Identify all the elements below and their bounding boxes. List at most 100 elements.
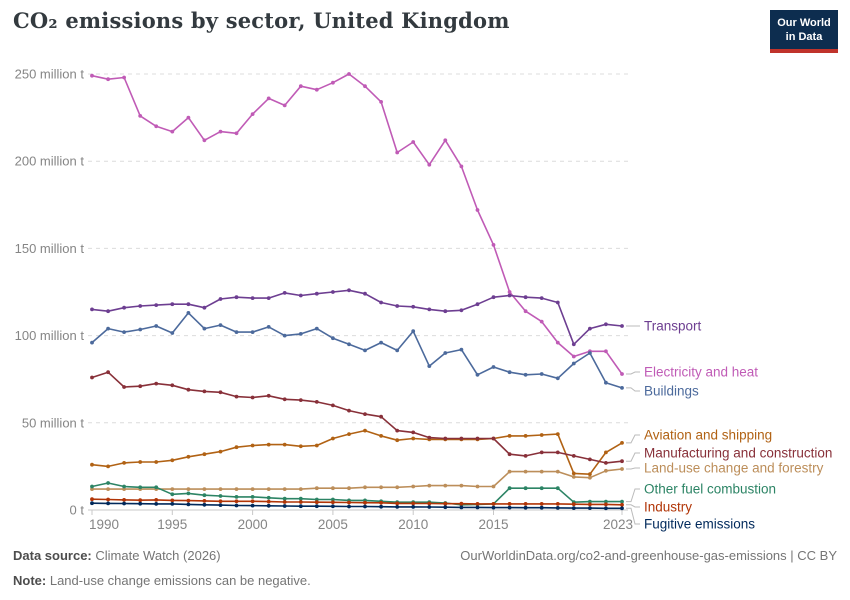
series-point-fugitive-emissions-2020 <box>571 506 576 510</box>
series-point-land-use-change-and-forestry-2013 <box>459 483 464 488</box>
series-point-fugitive-emissions-2003 <box>298 504 303 509</box>
series-point-transport-1991 <box>106 309 110 314</box>
legend: Electricity and heat Transport Buildings Av… <box>626 319 832 532</box>
series-point-land-use-change-and-forestry-2012 <box>443 483 448 488</box>
series-point-other-fuel-combustion-1999 <box>234 495 239 499</box>
series-line-transport[interactable] <box>91 289 623 346</box>
series-point-electricity-and-heat-1998 <box>218 129 223 134</box>
series-line-electricity-and-heat[interactable] <box>91 73 623 375</box>
series-point-manufacturing-and-construction-2010 <box>411 430 416 435</box>
series-point-manufacturing-and-construction-1990 <box>90 375 94 380</box>
series-point-fugitive-emissions-2013 <box>459 505 464 510</box>
series-point-transport-2017 <box>523 295 528 300</box>
series-point-industry-2002 <box>282 500 287 504</box>
series-point-electricity-and-heat-1992 <box>122 75 126 80</box>
series-point-electricity-and-heat-2023 <box>620 372 624 376</box>
legend-label-fugitive-emissions[interactable]: Fugitive emissions <box>644 517 755 532</box>
footer-url[interactable]: OurWorldinData.org/co2-and-greenhouse-ga… <box>460 548 837 563</box>
series-point-industry-1992 <box>122 498 126 502</box>
series-point-electricity-and-heat-1991 <box>106 77 110 82</box>
chart-title: CO₂ emissions by sector, United Kingdom <box>13 8 510 33</box>
series-line-other-fuel-combustion[interactable] <box>91 482 622 506</box>
series-point-aviation-and-shipping-2004 <box>314 443 319 448</box>
x-tick-label-2005: 2005 <box>318 517 348 532</box>
legend-label-transport[interactable]: Transport <box>644 319 702 334</box>
series-point-industry-1995 <box>170 498 175 503</box>
series-line-aviation-and-shipping[interactable] <box>91 429 623 475</box>
legend-label-aviation-and-shipping[interactable]: Aviation and shipping <box>644 428 772 443</box>
series-point-electricity-and-heat-2014 <box>475 208 480 212</box>
series-point-industry-2020 <box>571 502 576 507</box>
series-point-land-use-change-and-forestry-2006 <box>347 486 351 491</box>
series-point-transport-2008 <box>379 300 383 305</box>
data-source-label: Data source: <box>13 548 92 563</box>
series-point-aviation-and-shipping-1991 <box>106 464 110 469</box>
series-line-manufacturing-and-construction[interactable] <box>91 371 623 464</box>
series-point-industry-2017 <box>523 502 528 506</box>
legend-connector-fugitive-emissions <box>626 507 640 525</box>
series-point-fugitive-emissions-2021 <box>588 506 592 510</box>
series-line-land-use-change-and-forestry[interactable] <box>92 468 623 490</box>
series-point-land-use-change-and-forestry-2017 <box>523 469 528 474</box>
series-point-fugitive-emissions-2002 <box>282 504 287 508</box>
series-point-other-fuel-combustion-2003 <box>298 496 303 501</box>
series-point-electricity-and-heat-1996 <box>186 115 191 120</box>
series-point-land-use-change-and-forestry-1990 <box>90 487 94 491</box>
series-point-land-use-change-and-forestry-2009 <box>395 485 400 490</box>
series-point-other-fuel-combustion-2021 <box>588 499 592 504</box>
series-line-industry[interactable] <box>91 498 623 506</box>
series-point-aviation-and-shipping-2009 <box>395 438 400 443</box>
series-line-buildings[interactable] <box>91 312 623 389</box>
legend-label-other-fuel-combustion[interactable]: Other fuel combustion <box>644 482 776 497</box>
series-point-land-use-change-and-forestry-2018 <box>539 469 544 474</box>
legend-connector-aviation-and-shipping <box>626 434 640 444</box>
series-point-fugitive-emissions-1993 <box>138 501 143 506</box>
series-point-other-fuel-combustion-1998 <box>218 494 223 498</box>
series-point-manufacturing-and-construction-1993 <box>138 384 143 389</box>
series-point-aviation-and-shipping-1998 <box>218 449 223 454</box>
series-point-aviation-and-shipping-1990 <box>90 462 94 467</box>
series-point-industry-2016 <box>507 502 512 506</box>
series-point-electricity-and-heat-2011 <box>427 162 432 167</box>
series-point-transport-1994 <box>154 303 159 307</box>
series-point-buildings-1994 <box>154 324 159 328</box>
series-lines <box>90 72 624 511</box>
series-point-buildings-2016 <box>507 370 512 375</box>
series-point-industry-2018 <box>539 502 544 506</box>
owid-logo[interactable]: Our World in Data <box>770 10 838 53</box>
series-point-manufacturing-and-construction-1992 <box>122 385 126 389</box>
legend-label-electricity-and-heat[interactable]: Electricity and heat <box>644 365 758 380</box>
x-tick-label-1995: 1995 <box>157 517 187 532</box>
legend-label-buildings[interactable]: Buildings <box>644 384 699 399</box>
y-gridlines <box>88 73 628 424</box>
legend-label-land-use-change-and-forestry[interactable]: Land-use change and forestry <box>644 461 824 476</box>
series-point-manufacturing-and-construction-2022 <box>604 461 608 465</box>
series-point-buildings-1990 <box>90 340 94 345</box>
series-point-fugitive-emissions-2009 <box>395 505 400 509</box>
series-point-fugitive-emissions-2014 <box>475 505 480 510</box>
series-point-manufacturing-and-construction-1994 <box>154 381 159 386</box>
series-line-fugitive-emissions[interactable] <box>91 502 622 510</box>
legend-connector-land-use-change-and-forestry <box>626 467 640 470</box>
series-point-buildings-2018 <box>539 372 544 376</box>
series-point-buildings-1996 <box>186 311 191 315</box>
x-tick-label-2023: 2023 <box>603 517 633 532</box>
series-point-land-use-change-and-forestry-2014 <box>475 484 480 489</box>
series-point-fugitive-emissions-2019 <box>555 506 560 510</box>
series-point-aviation-and-shipping-2022 <box>604 450 608 455</box>
data-source-value[interactable]: Climate Watch (2026) <box>95 548 221 563</box>
series-point-fugitive-emissions-1996 <box>186 502 191 507</box>
series-point-transport-1997 <box>202 305 207 310</box>
series-point-buildings-1999 <box>234 330 239 334</box>
series-point-industry-1999 <box>234 499 239 504</box>
series-point-manufacturing-and-construction-2004 <box>314 400 319 404</box>
legend-label-industry[interactable]: Industry <box>644 500 692 515</box>
series-point-electricity-and-heat-1994 <box>154 124 159 129</box>
series-point-land-use-change-and-forestry-2023 <box>620 467 624 471</box>
series-point-electricity-and-heat-2022 <box>604 349 608 354</box>
series-point-electricity-and-heat-2009 <box>395 150 400 155</box>
series-point-electricity-and-heat-2005 <box>331 80 335 85</box>
legend-label-manufacturing-and-construction[interactable]: Manufacturing and construction <box>644 446 832 461</box>
series-point-fugitive-emissions-1998 <box>218 503 223 507</box>
